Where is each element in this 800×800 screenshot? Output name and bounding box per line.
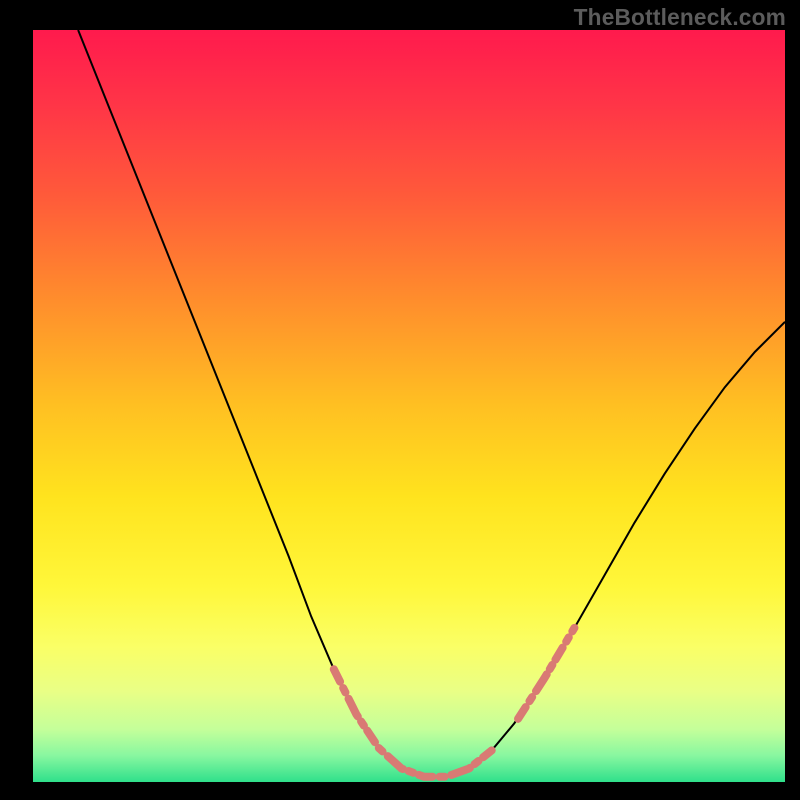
dotted-highlight-segment-0	[334, 669, 492, 777]
plot-area	[33, 30, 785, 782]
bottleneck-curve	[78, 30, 785, 777]
dotted-highlight-group	[334, 628, 575, 777]
watermark-text: TheBottleneck.com	[574, 4, 786, 31]
curve-layer	[33, 30, 785, 782]
dotted-highlight-segment-1	[518, 628, 574, 719]
chart-frame: TheBottleneck.com	[0, 0, 800, 800]
